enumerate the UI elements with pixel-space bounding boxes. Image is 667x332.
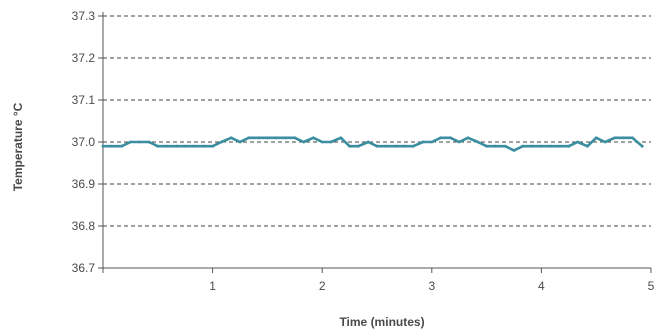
data-point (640, 144, 644, 148)
data-point (503, 144, 507, 148)
data-point (411, 144, 415, 148)
data-point (512, 149, 516, 152)
x-tick-label: 2 (319, 279, 326, 293)
data-point (548, 144, 552, 148)
data-point (175, 144, 178, 148)
y-tick-label: 37.0 (72, 135, 96, 149)
data-point (421, 140, 425, 144)
data-point (439, 136, 442, 140)
data-point (403, 144, 406, 148)
data-point (394, 144, 398, 148)
data-point (586, 144, 589, 148)
data-point (202, 144, 206, 148)
data-point (266, 136, 269, 140)
data-point (312, 136, 315, 140)
data-point (540, 144, 543, 148)
data-point (466, 136, 470, 140)
y-tick-label: 37.1 (72, 93, 96, 107)
data-point (238, 140, 242, 144)
data-point (137, 140, 141, 144)
data-point (219, 140, 223, 144)
data-point (449, 136, 452, 140)
y-tick-label: 36.8 (72, 219, 96, 233)
data-point (485, 144, 488, 148)
data-point (147, 140, 151, 144)
data-point (457, 140, 461, 144)
data-point (375, 144, 379, 148)
data-point (110, 144, 114, 148)
data-point (493, 144, 497, 148)
data-point (183, 144, 187, 148)
y-tick-label: 36.9 (72, 177, 96, 191)
y-axis-title: Temperature °C (11, 102, 25, 191)
series-line (101, 136, 644, 152)
data-point (247, 136, 251, 140)
data-point (613, 136, 617, 140)
data-point (576, 140, 579, 144)
data-point (211, 144, 215, 148)
data-point (594, 136, 598, 140)
y-tick-label: 37.2 (72, 51, 96, 65)
data-point (120, 144, 124, 148)
data-point (284, 136, 288, 140)
data-point (567, 144, 571, 148)
data-point (156, 144, 160, 148)
data-point (558, 144, 562, 148)
data-point (531, 144, 535, 148)
data-point (630, 136, 634, 140)
data-point (603, 140, 607, 144)
y-tick-label: 37.3 (72, 9, 96, 23)
x-axis-title: Time (minutes) (339, 315, 424, 329)
data-point (165, 144, 168, 148)
data-point (430, 140, 434, 144)
data-point (320, 140, 324, 144)
data-point (384, 144, 388, 148)
data-point (101, 144, 105, 148)
data-point (329, 140, 333, 144)
data-point (521, 144, 525, 148)
data-point (302, 140, 305, 144)
data-point (257, 136, 261, 140)
data-point (274, 136, 278, 140)
data-point (192, 144, 196, 148)
data-point (356, 144, 360, 148)
data-point (622, 136, 625, 140)
x-tick-label: 4 (538, 279, 545, 293)
x-tick-label: 3 (428, 279, 435, 293)
data-point (366, 140, 370, 144)
data-point (129, 140, 132, 144)
x-tick-label: 5 (648, 279, 655, 293)
data-point (348, 144, 351, 148)
x-tick-label: 1 (209, 279, 216, 293)
data-point (229, 136, 233, 140)
y-tick-label: 36.7 (72, 261, 96, 275)
data-point (339, 136, 343, 140)
data-point (293, 136, 297, 140)
data-point (476, 140, 480, 144)
